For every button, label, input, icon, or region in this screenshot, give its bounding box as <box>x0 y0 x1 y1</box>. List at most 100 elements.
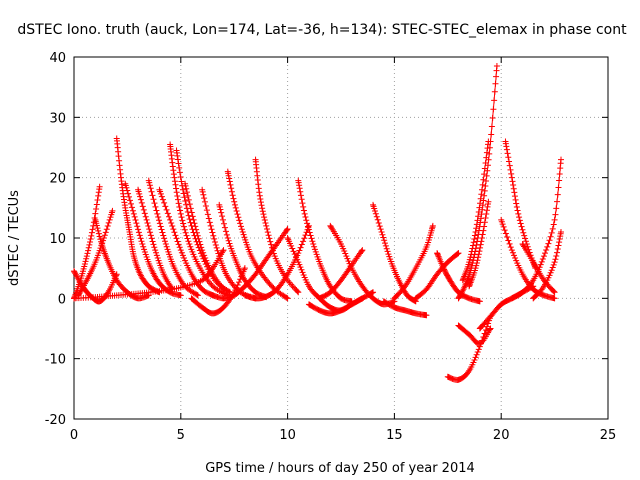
data-series <box>502 138 539 272</box>
data-point <box>203 207 210 214</box>
data-point <box>472 354 479 361</box>
data-point <box>201 198 208 205</box>
data-point <box>93 206 100 213</box>
data-point <box>177 207 184 214</box>
data-point <box>81 263 88 270</box>
data-point <box>157 190 164 197</box>
data-point <box>522 238 529 245</box>
data-point <box>172 181 179 188</box>
data-point <box>95 192 102 199</box>
data-point <box>474 257 481 264</box>
data-point <box>376 223 383 230</box>
data-point <box>150 241 157 248</box>
data-point <box>234 211 241 218</box>
data-point <box>512 196 519 203</box>
data-point <box>265 232 272 239</box>
y-tick-label: 40 <box>49 51 66 66</box>
data-point <box>554 198 561 205</box>
data-point <box>303 217 310 224</box>
data-point <box>241 266 248 273</box>
data-point <box>170 171 177 178</box>
y-tick-label: -10 <box>45 353 66 368</box>
series-line <box>218 204 267 298</box>
data-point <box>132 216 139 223</box>
data-point <box>267 238 274 245</box>
data-point <box>202 202 209 209</box>
data-point <box>192 223 199 230</box>
data-point <box>512 255 519 262</box>
data-point <box>222 228 229 235</box>
data-point <box>269 283 276 290</box>
data-point <box>126 193 133 200</box>
data-point <box>147 185 154 192</box>
data-point <box>187 205 194 212</box>
data-point <box>228 185 235 192</box>
data-point <box>299 269 306 276</box>
data-point <box>515 210 522 217</box>
data-point <box>255 181 262 188</box>
data-series <box>188 265 248 317</box>
data-point <box>185 212 192 219</box>
data-point <box>485 198 492 205</box>
y-axis-ticks: -20 -10 0 10 20 30 40 <box>45 51 608 428</box>
data-point <box>483 207 490 214</box>
data-point <box>164 210 171 217</box>
data-point <box>299 200 306 207</box>
data-point <box>194 232 201 239</box>
data-point <box>477 244 484 251</box>
data-point <box>290 284 297 291</box>
data-point <box>239 228 246 235</box>
data-point <box>171 229 178 236</box>
data-point <box>342 250 349 257</box>
data-point <box>382 242 389 249</box>
data-point <box>466 256 473 263</box>
data-point <box>483 178 490 185</box>
data-point <box>551 216 558 223</box>
data-point <box>370 289 377 296</box>
data-point <box>135 229 142 236</box>
data-point <box>508 174 515 181</box>
data-point <box>304 220 311 227</box>
data-point <box>220 286 227 293</box>
data-point <box>81 260 88 267</box>
data-point <box>212 241 219 248</box>
data-point <box>237 220 244 227</box>
data-point <box>295 289 302 296</box>
data-point <box>146 182 153 189</box>
data-point <box>129 207 136 214</box>
data-point <box>138 199 145 206</box>
data-point <box>211 238 218 245</box>
data-point <box>225 172 232 179</box>
data-series <box>71 247 227 302</box>
data-point <box>213 244 220 251</box>
data-point <box>178 214 185 221</box>
data-point <box>186 216 193 223</box>
data-point <box>266 280 273 287</box>
data-point <box>384 248 391 255</box>
data-point <box>291 251 298 258</box>
data-point <box>139 203 146 210</box>
data-point <box>506 158 513 165</box>
data-point <box>137 235 144 242</box>
data-point <box>93 222 100 229</box>
data-point <box>289 245 296 252</box>
data-point <box>183 185 190 192</box>
data-point <box>154 255 161 262</box>
data-point <box>556 235 563 242</box>
data-point <box>477 200 484 207</box>
data-point <box>519 226 526 233</box>
data-point <box>377 226 384 233</box>
data-series <box>508 156 565 302</box>
data-layer <box>71 63 565 383</box>
data-point <box>374 216 381 223</box>
data-point <box>164 246 171 253</box>
data-point <box>175 160 182 167</box>
data-point <box>458 290 465 297</box>
data-point <box>500 223 507 230</box>
data-point <box>226 240 233 247</box>
data-point <box>312 248 319 255</box>
data-point <box>167 216 174 223</box>
data-point <box>295 250 302 257</box>
data-point <box>546 272 553 279</box>
data-point <box>510 182 517 189</box>
